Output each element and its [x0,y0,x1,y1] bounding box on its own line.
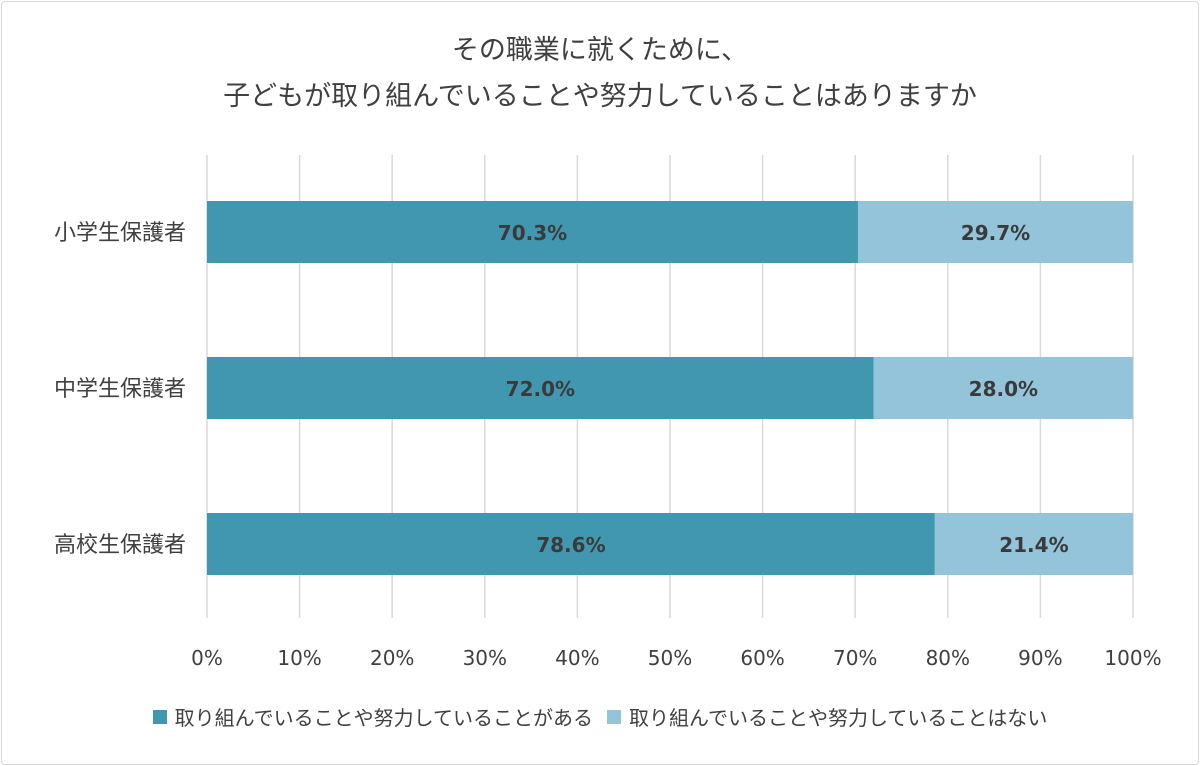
x-tick-label: 60% [740,646,784,670]
bar-segment [207,357,874,419]
category-label: 中学生保護者 [54,377,186,402]
legend-label-series-1: 取り組んでいることや努力していることがある [174,706,593,730]
chart-title: その職業に就くために、 子どもが取り組んでいることや努力していることはありますか [0,28,1200,120]
bar-segment [934,513,1133,575]
chart-title-line-1: その職業に就くために、 [451,35,749,66]
x-tick-label: 70% [833,646,877,670]
legend-label-series-2: 取り組んでいることや努力していることはない [629,706,1048,730]
legend-swatch-series-2 [607,709,621,724]
data-label: 70.3% [498,221,567,245]
data-label: 21.4% [999,533,1068,557]
x-tick-label: 20% [370,646,414,670]
data-label: 72.0% [506,377,575,401]
data-label: 29.7% [961,221,1030,245]
x-tick-label: 10% [277,646,321,670]
category-label: 小学生保護者 [54,221,186,246]
bar-segment [873,357,1133,419]
legend-item-series-1: 取り組んでいることや努力していることがある [152,702,593,731]
bar-segment [857,201,1133,263]
x-tick-label: 90% [1018,646,1062,670]
chart-title-line-2: 子どもが取り組んでいることや努力していることはありますか [223,81,977,112]
x-tick-label: 30% [463,646,507,670]
legend-swatch-series-1 [152,709,167,724]
x-tick-label: 40% [555,646,599,670]
x-tick-label: 0% [191,646,223,670]
x-tick-label: 50% [648,646,692,670]
bar-segment [207,513,935,575]
x-tick-label: 80% [926,646,970,670]
chart-legend: 取り組んでいることや努力していることがある 取り組んでいることや努力していること… [0,702,1200,731]
legend-item-series-2: 取り組んでいることや努力していることはない [607,702,1047,731]
x-tick-label: 100% [1104,646,1161,670]
bar-segment [207,201,858,263]
data-label: 28.0% [969,377,1038,401]
data-label: 78.6% [536,533,605,557]
category-label: 高校生保護者 [54,533,186,558]
